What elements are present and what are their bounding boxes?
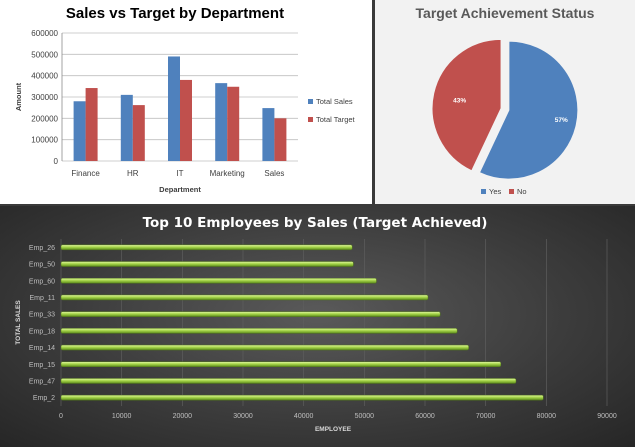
bar-total-target — [180, 79, 192, 161]
bar-total-target — [132, 105, 145, 161]
y-tick-label: Emp_50 — [29, 262, 55, 269]
pie-data-label: 57% — [555, 117, 568, 124]
x-tick-label: IT — [176, 169, 183, 178]
employee-bar — [60, 261, 354, 267]
x-tick-label: 80000 — [537, 413, 557, 420]
x-axis-label: Department — [159, 185, 201, 194]
x-tick-label: Finance — [71, 169, 100, 178]
legend-swatch — [308, 117, 313, 122]
y-axis-label: Amount — [14, 82, 23, 111]
x-tick-label: 0 — [59, 413, 63, 420]
y-tick-label: 100000 — [31, 136, 58, 145]
x-tick-label: Marketing — [210, 169, 245, 178]
x-tick-label: 20000 — [173, 413, 193, 420]
sales-vs-target-chart-panel: Sales vs Target by Department 0 100000 2000… — [0, 0, 372, 204]
y-tick-label: 200000 — [31, 114, 58, 123]
bar-total-sales — [168, 56, 180, 161]
pie-slice-yes — [478, 40, 579, 180]
y-tick-label: Emp_2 — [33, 395, 55, 402]
target-achievement-pie-chart: Target Achievement Status 57% 43% Yes No — [416, 5, 595, 196]
x-tick-label: Sales — [264, 169, 284, 178]
chart-title: Top 10 Employees by Sales (Target Achiev… — [143, 215, 488, 231]
bar-total-sales — [73, 101, 86, 161]
y-axis-label: TOTAL SALES — [15, 300, 22, 345]
employee-bar — [60, 328, 458, 334]
employee-bar — [60, 294, 429, 301]
employee-bar — [60, 344, 469, 351]
legend-label: Yes — [489, 187, 501, 196]
employee-bar — [60, 378, 517, 384]
y-tick-label: 0 — [54, 157, 59, 166]
y-tick-label: 600000 — [31, 29, 58, 38]
y-tick-label: Emp_18 — [29, 328, 55, 335]
x-tick-label: HR — [127, 169, 139, 178]
y-tick-label: 500000 — [31, 50, 58, 59]
legend-label: No — [517, 187, 527, 196]
legend-label: Total Target — [316, 115, 356, 124]
y-tick-label: Emp_14 — [29, 345, 55, 352]
bar-total-target — [274, 118, 287, 161]
legend-swatch — [509, 189, 514, 194]
bar-total-sales — [120, 94, 133, 161]
top-employees-chart-panel: Top 10 Employees by Sales (Target Achiev… — [0, 206, 635, 447]
y-tick-label: Emp_15 — [29, 362, 55, 369]
y-tick-label: 400000 — [31, 72, 58, 81]
x-tick-label: 40000 — [294, 413, 314, 420]
x-tick-label: 60000 — [415, 413, 435, 420]
y-tick-label: Emp_11 — [29, 295, 55, 302]
y-tick-label: Emp_47 — [29, 378, 55, 385]
bar-total-sales — [262, 108, 275, 161]
legend-swatch — [481, 189, 486, 194]
x-tick-label: 30000 — [233, 413, 253, 420]
y-tick-label: 300000 — [31, 93, 58, 102]
legend-swatch — [308, 99, 313, 104]
legend-label: Total Sales — [316, 97, 353, 106]
x-tick-label: 90000 — [597, 413, 617, 420]
y-tick-label: Emp_60 — [29, 278, 55, 285]
sales-vs-target-chart: Sales vs Target by Department 0 100000 2000… — [14, 5, 356, 194]
chart-title: Target Achievement Status — [416, 5, 595, 21]
y-tick-label: Emp_26 — [29, 245, 55, 252]
bar-total-target — [85, 88, 98, 161]
pie-slice-no — [431, 38, 502, 172]
top-employees-bar-chart: Top 10 Employees by Sales (Target Achiev… — [15, 215, 617, 433]
y-tick-label: Emp_33 — [29, 312, 55, 319]
x-tick-label: 70000 — [476, 413, 496, 420]
employee-bar — [60, 278, 377, 284]
x-axis-label: EMPLOYEE — [315, 426, 352, 433]
bar-total-sales — [215, 83, 228, 161]
target-achievement-chart-panel: Target Achievement Status 57% 43% Yes No — [375, 0, 635, 204]
chart-title: Sales vs Target by Department — [66, 5, 284, 22]
x-tick-label: 10000 — [112, 413, 132, 420]
employee-bar — [60, 244, 353, 251]
x-tick-label: 50000 — [355, 413, 375, 420]
pie-data-label: 43% — [453, 97, 466, 104]
employee-bar — [60, 394, 544, 401]
bar-total-target — [227, 86, 240, 161]
employee-bar — [60, 361, 502, 367]
employee-bar — [60, 311, 441, 317]
